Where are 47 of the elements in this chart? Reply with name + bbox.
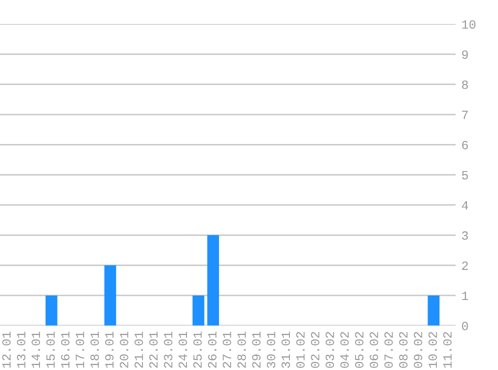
x-tick-label: 22.01: [149, 332, 158, 368]
x-tick-label: 11.02: [443, 332, 452, 368]
x-tick-label: 24.01: [178, 332, 188, 368]
x-tick-label: 17.01: [76, 332, 84, 368]
y-tick-label: 0: [462, 322, 468, 330]
x-tick-label: 30.01: [266, 332, 276, 368]
x-tick-label: 29.01: [252, 332, 261, 368]
x-tick-label: 18.01: [90, 332, 99, 368]
x-tick-label: 28.01: [237, 332, 246, 368]
bar: [428, 295, 440, 326]
bar: [46, 295, 58, 326]
bar: [192, 295, 204, 326]
y-tick-label: 4: [462, 201, 468, 210]
y-tick-label: 8: [462, 80, 468, 90]
x-tick-label: 06.02: [370, 332, 378, 368]
x-tick-label: 09.02: [414, 332, 422, 368]
y-tick-label: 6: [462, 140, 468, 150]
x-tick-label: 12.01: [2, 332, 11, 368]
x-tick-label: 15.01: [46, 332, 55, 368]
x-tick-label: 03.02: [326, 332, 334, 368]
x-tick-label: 21.01: [134, 332, 143, 368]
x-tick-label: 19.01: [105, 332, 114, 368]
x-tick-label: 14.01: [32, 332, 40, 368]
y-tick-label: 7: [462, 110, 468, 120]
y-tick-label: 1: [462, 292, 468, 300]
x-tick-label: 08.02: [399, 332, 408, 368]
y-tick-label: 10: [462, 20, 476, 29]
x-tick-label: 01.02: [296, 332, 305, 368]
y-tick-label: 5: [462, 171, 468, 180]
x-tick-label: 20.01: [120, 332, 128, 368]
x-tick-label: 10.02: [428, 332, 437, 368]
x-tick-label: 26.01: [208, 332, 216, 368]
x-tick-label: 25.01: [193, 332, 202, 368]
x-tick-label: 07.02: [384, 332, 393, 368]
y-tick-label: 2: [462, 261, 468, 270]
y-tick-label: 9: [462, 50, 468, 59]
y-tick-label: 3: [462, 231, 468, 240]
bar: [207, 235, 220, 326]
x-tick-label: 16.01: [61, 332, 70, 368]
x-tick-label: 23.01: [164, 332, 172, 368]
x-tick-label: 27.01: [222, 332, 232, 368]
x-tick-label: 02.02: [310, 332, 320, 368]
x-tick-label: 13.01: [16, 332, 26, 368]
bar: [104, 265, 116, 326]
x-tick-label: 31.01: [282, 332, 290, 368]
x-tick-label: 04.02: [340, 332, 349, 368]
x-tick-label: 05.02: [354, 332, 364, 368]
